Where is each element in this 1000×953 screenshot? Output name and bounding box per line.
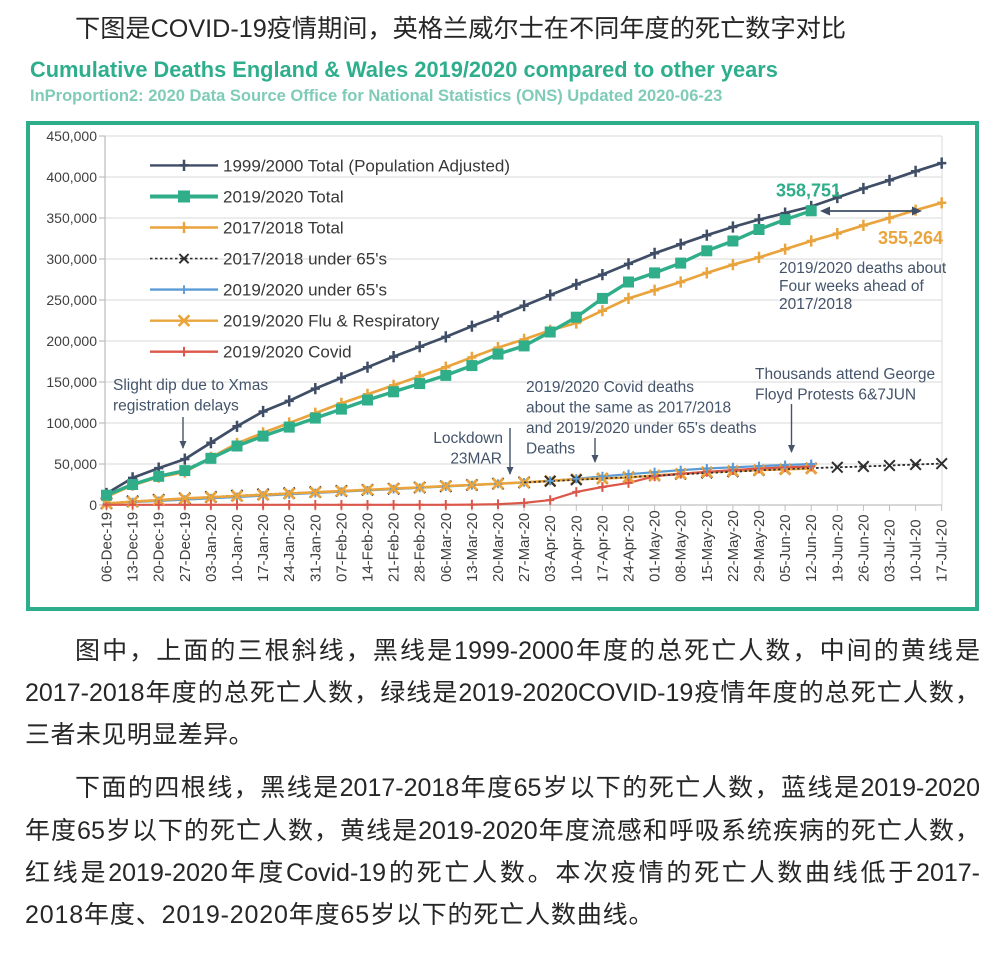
- svg-text:22-May-20: 22-May-20: [725, 510, 742, 582]
- svg-text:13-Mar-20: 13-Mar-20: [464, 513, 481, 582]
- svg-text:about the same as 2017/2018: about the same as 2017/2018: [526, 400, 731, 417]
- svg-text:Floyd Protests 6&7JUN: Floyd Protests 6&7JUN: [755, 387, 916, 404]
- svg-text:05-Jun-20: 05-Jun-20: [777, 514, 794, 582]
- svg-text:21-Feb-20: 21-Feb-20: [386, 513, 403, 582]
- svg-text:08-May-20: 08-May-20: [673, 510, 690, 582]
- svg-text:Lockdown: Lockdown: [433, 430, 503, 447]
- svg-text:12-Jun-20: 12-Jun-20: [803, 514, 820, 582]
- svg-text:200,000: 200,000: [46, 333, 97, 349]
- svg-text:27-Mar-20: 27-Mar-20: [516, 513, 533, 582]
- svg-text:06-Mar-20: 06-Mar-20: [438, 513, 455, 582]
- svg-text:2017/2018: 2017/2018: [779, 296, 852, 313]
- svg-text:Thousands attend George: Thousands attend George: [755, 366, 935, 383]
- svg-text:400,000: 400,000: [46, 169, 97, 185]
- svg-text:2017/2018 under 65's: 2017/2018 under 65's: [223, 250, 387, 269]
- svg-text:17-Jan-20: 17-Jan-20: [255, 514, 272, 582]
- svg-text:450,000: 450,000: [46, 128, 97, 144]
- svg-text:0: 0: [89, 497, 97, 513]
- svg-text:2019/2020 under 65's: 2019/2020 under 65's: [223, 281, 387, 300]
- svg-text:17-Apr-20: 17-Apr-20: [594, 515, 611, 582]
- svg-text:06-Dec-19: 06-Dec-19: [99, 512, 116, 582]
- svg-text:Four weeks ahead of: Four weeks ahead of: [779, 278, 924, 295]
- svg-text:and 2019/2020 under 65's death: and 2019/2020 under 65's deaths: [526, 420, 757, 437]
- svg-text:10-Jan-20: 10-Jan-20: [229, 514, 246, 582]
- svg-text:1999/2000 Total (Population Ad: 1999/2000 Total (Population Adjusted): [223, 156, 510, 175]
- svg-text:350,000: 350,000: [46, 210, 97, 226]
- svg-text:28-Feb-20: 28-Feb-20: [412, 513, 429, 582]
- svg-text:14-Feb-20: 14-Feb-20: [360, 513, 377, 582]
- svg-text:24-Jan-20: 24-Jan-20: [281, 514, 298, 582]
- svg-text:100,000: 100,000: [46, 415, 97, 431]
- svg-text:03-Apr-20: 03-Apr-20: [542, 515, 559, 582]
- svg-text:250,000: 250,000: [46, 292, 97, 308]
- svg-text:23MAR: 23MAR: [450, 451, 502, 468]
- svg-text:2017/2018 Total: 2017/2018 Total: [223, 219, 344, 238]
- svg-text:17-Jul-20: 17-Jul-20: [934, 519, 951, 582]
- svg-text:03-Jul-20: 03-Jul-20: [882, 519, 899, 582]
- svg-text:2019/2020 Total: 2019/2020 Total: [223, 188, 344, 207]
- svg-text:03-Jan-20: 03-Jan-20: [203, 514, 220, 582]
- svg-text:registration delays: registration delays: [113, 398, 239, 415]
- svg-text:26-Jun-20: 26-Jun-20: [855, 514, 872, 582]
- svg-text:20-Mar-20: 20-Mar-20: [490, 513, 507, 582]
- svg-text:29-May-20: 29-May-20: [751, 510, 768, 582]
- svg-text:2019/2020 Covid: 2019/2020 Covid: [223, 343, 352, 362]
- svg-text:2019/2020 Covid deaths: 2019/2020 Covid deaths: [526, 379, 694, 396]
- svg-text:355,264: 355,264: [878, 228, 943, 248]
- svg-text:15-May-20: 15-May-20: [699, 510, 716, 582]
- svg-text:10-Jul-20: 10-Jul-20: [908, 519, 925, 582]
- svg-text:07-Feb-20: 07-Feb-20: [333, 513, 350, 582]
- svg-text:Slight dip due to Xmas: Slight dip due to Xmas: [113, 377, 268, 394]
- svg-text:Deaths: Deaths: [526, 441, 575, 458]
- svg-text:2019/2020 Flu & Respiratory: 2019/2020 Flu & Respiratory: [223, 312, 440, 331]
- svg-text:50,000: 50,000: [54, 456, 97, 472]
- svg-text:2019/2020 deaths about: 2019/2020 deaths about: [779, 260, 947, 277]
- svg-text:13-Dec-19: 13-Dec-19: [125, 512, 142, 582]
- svg-text:31-Jan-20: 31-Jan-20: [307, 514, 324, 582]
- svg-text:27-Dec-19: 27-Dec-19: [177, 512, 194, 582]
- svg-text:19-Jun-20: 19-Jun-20: [829, 514, 846, 582]
- svg-text:10-Apr-20: 10-Apr-20: [568, 515, 585, 582]
- svg-text:358,751: 358,751: [776, 181, 841, 201]
- svg-text:20-Dec-19: 20-Dec-19: [151, 512, 168, 582]
- svg-text:150,000: 150,000: [46, 374, 97, 390]
- svg-text:300,000: 300,000: [46, 251, 97, 267]
- svg-text:01-May-20: 01-May-20: [647, 510, 664, 582]
- svg-text:24-Apr-20: 24-Apr-20: [621, 515, 638, 582]
